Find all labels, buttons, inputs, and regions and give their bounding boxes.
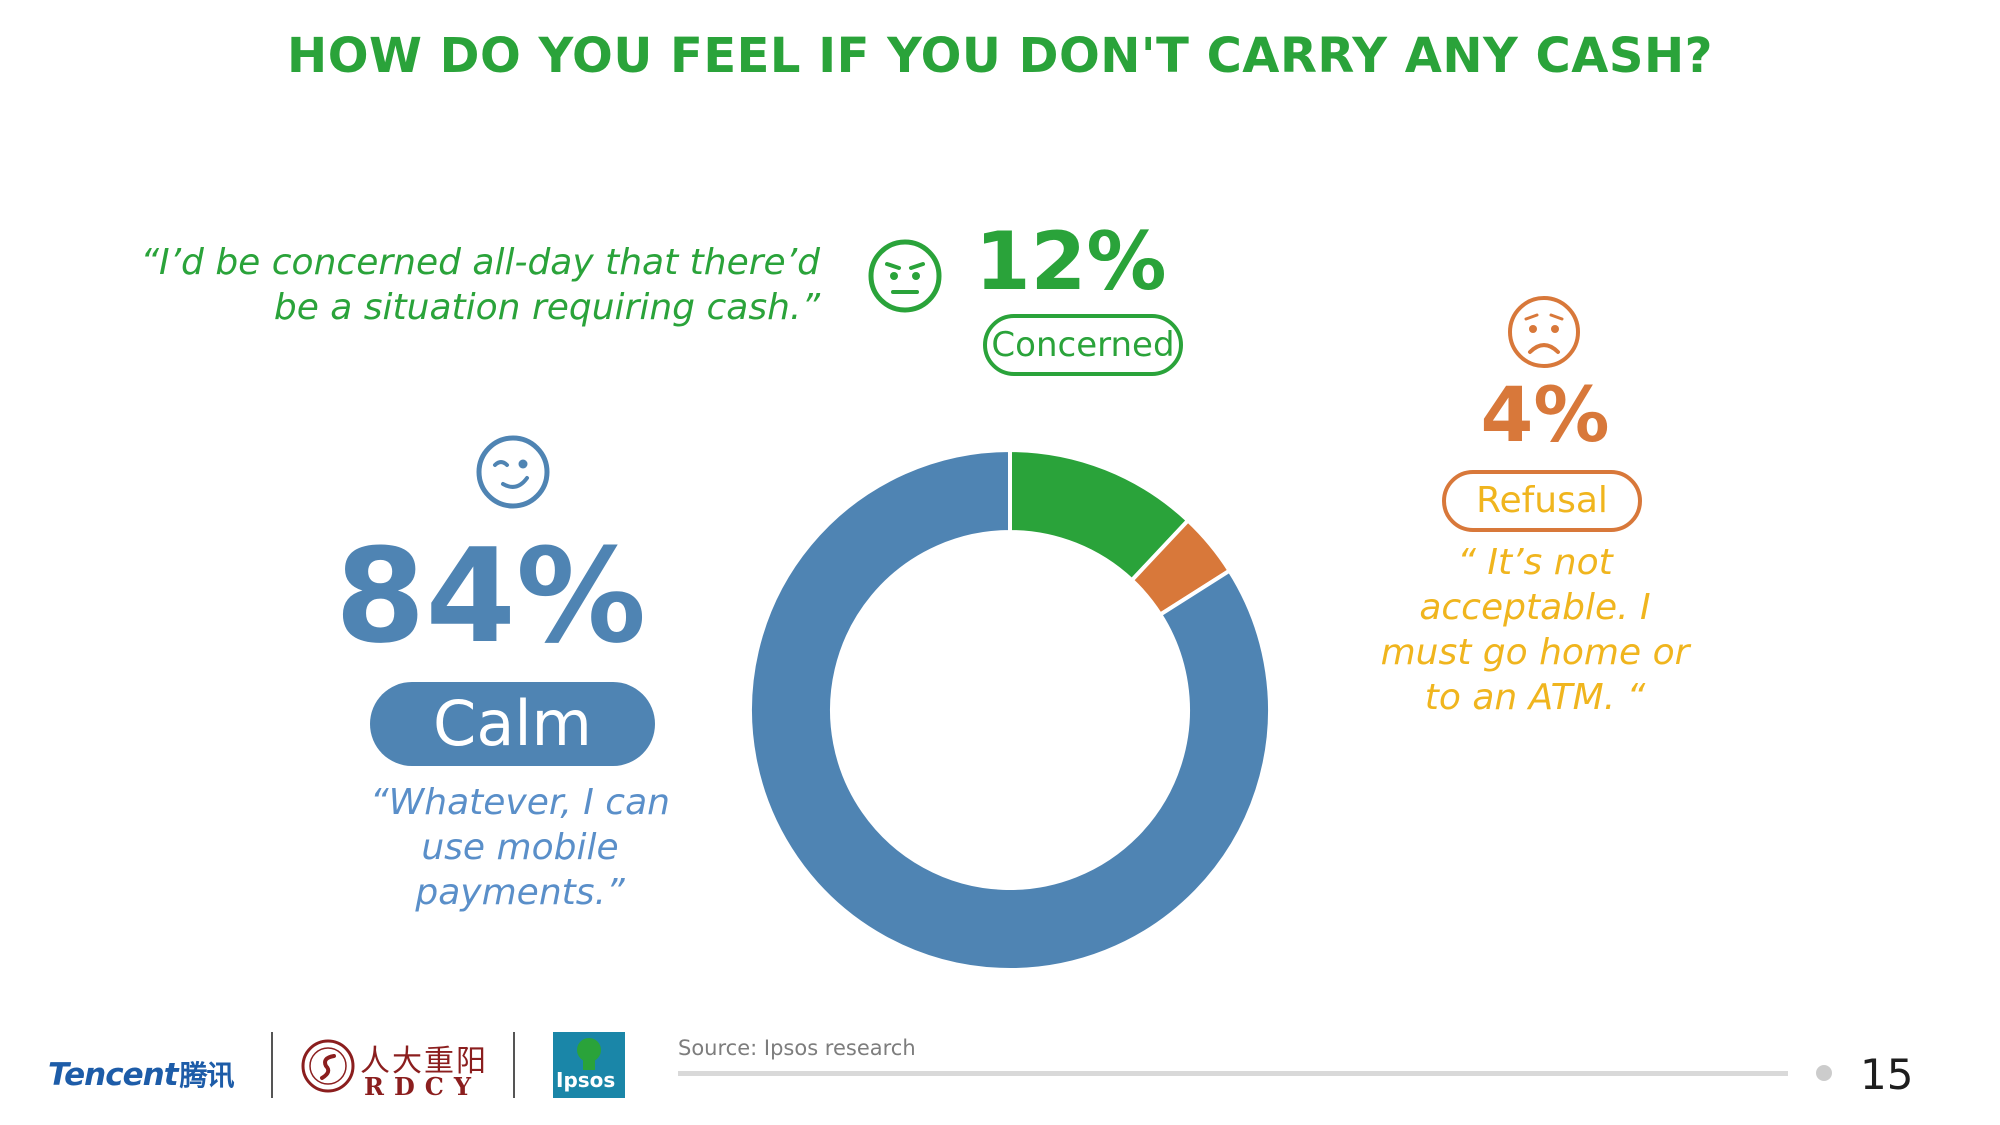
label-calm: Calm [370, 682, 655, 766]
rdcy-seal-icon [301, 1039, 355, 1093]
quote-concerned: “I’d be concerned all-day that there’d b… [80, 240, 820, 330]
rdcy-logo-cn-text: 人大重阳 [360, 1044, 488, 1079]
winking-face-icon [476, 435, 550, 509]
source-note: Source: Ipsos research [678, 1036, 916, 1060]
footer-dot [1816, 1065, 1832, 1081]
ipsos-logo-text: Ipsos [556, 1068, 616, 1092]
donut-slice-calm [748, 447, 1272, 972]
donut-chart [748, 447, 1272, 972]
page-number: 15 [1860, 1050, 1914, 1099]
quote-refusal-line-4: to an ATM. “ [1424, 677, 1646, 718]
percent-concerned: 12% [975, 215, 1167, 308]
label-concerned: Concerned [983, 314, 1183, 376]
footer-rule [678, 1071, 1788, 1076]
quote-calm-line-3: payments.” [415, 872, 625, 913]
rdcy-logo-text: RDCY [364, 1072, 481, 1101]
quote-concerned-line-1: “I’d be concerned all-day that there’d [140, 242, 820, 283]
quote-calm-line-2: use mobile [421, 827, 619, 868]
ipsos-logo [553, 1032, 625, 1098]
angry-face-icon [868, 239, 942, 313]
tencent-logo-cn-text: 腾讯 [179, 1059, 235, 1092]
percent-refusal: 4% [1480, 370, 1610, 459]
label-refusal: Refusal [1442, 470, 1642, 532]
quote-refusal-line-1: “ It’s not [1457, 542, 1613, 583]
sad-face-icon [1508, 296, 1580, 368]
quote-refusal: “ It’s not acceptable. I must go home or… [1340, 540, 1730, 720]
percent-calm: 84% [335, 520, 647, 672]
logo-divider [271, 1032, 273, 1098]
tencent-logo: Tencent腾讯 [48, 1054, 235, 1094]
quote-refusal-line-3: must go home or [1380, 632, 1690, 673]
quote-calm: “Whatever, I can use mobile payments.” [320, 780, 720, 915]
quote-refusal-line-2: acceptable. I [1419, 587, 1651, 628]
logo-divider [513, 1032, 515, 1098]
page-title: HOW DO YOU FEEL IF YOU DON'T CARRY ANY C… [287, 28, 1713, 84]
ipsos-head-icon [577, 1038, 601, 1070]
quote-calm-line-1: “Whatever, I can [370, 782, 670, 823]
quote-concerned-line-2: be a situation requiring cash.” [273, 287, 820, 328]
tencent-logo-text: Tencent [48, 1057, 179, 1093]
